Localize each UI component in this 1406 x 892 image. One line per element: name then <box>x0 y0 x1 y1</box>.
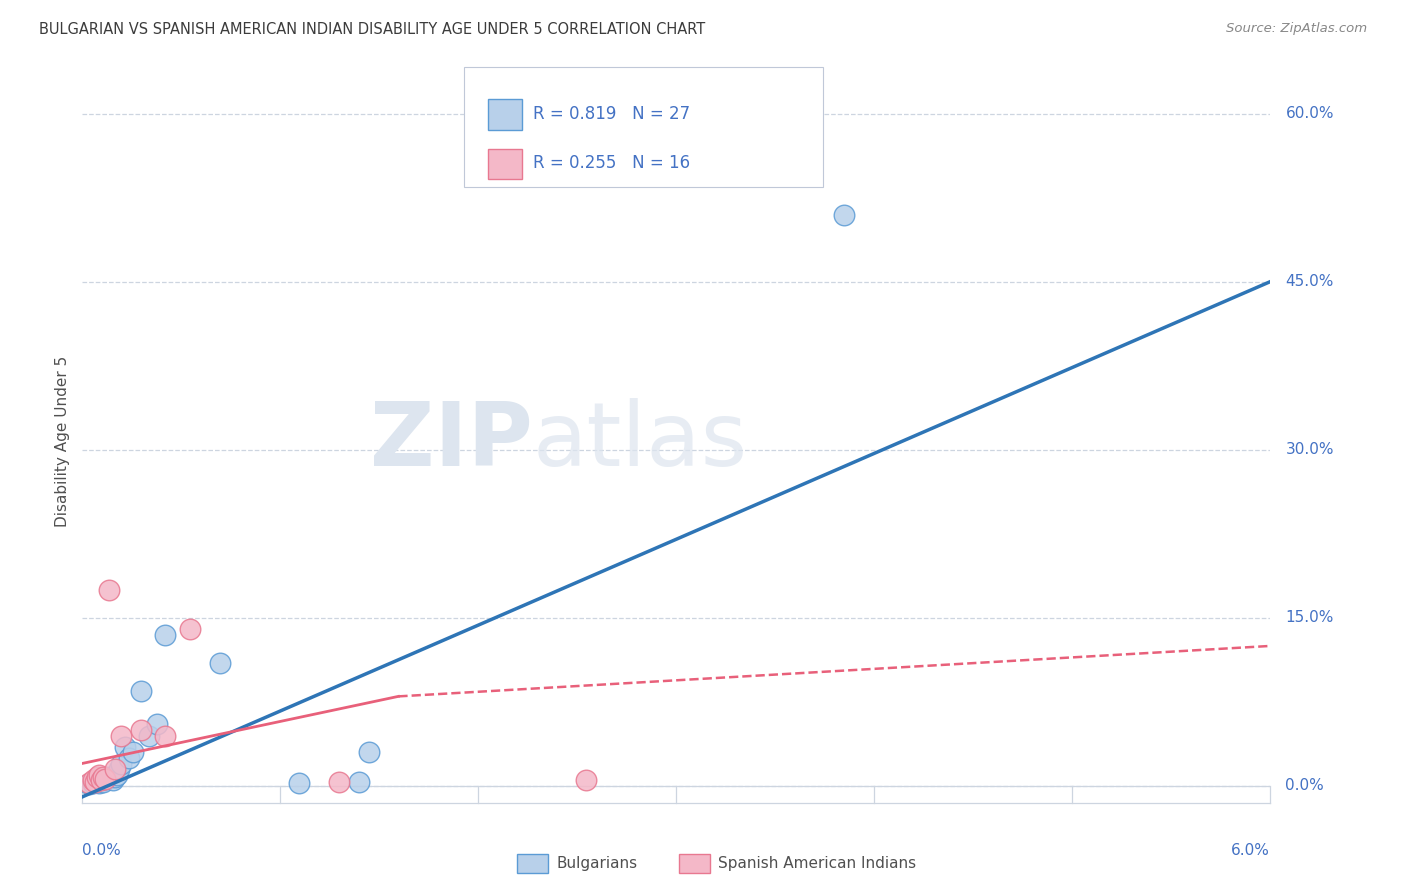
Text: 30.0%: 30.0% <box>1285 442 1334 458</box>
Point <box>89 775 111 789</box>
Point <box>91 774 114 789</box>
Text: Bulgarians: Bulgarians <box>557 856 638 871</box>
Point <box>79 777 101 791</box>
Text: 60.0%: 60.0% <box>1285 106 1334 121</box>
Point <box>82 773 104 788</box>
Point <box>179 622 201 636</box>
Point <box>209 656 232 670</box>
Text: 0.0%: 0.0% <box>82 843 121 857</box>
Text: R = 0.819   N = 27: R = 0.819 N = 27 <box>533 104 690 123</box>
Point <box>82 775 104 789</box>
Text: BULGARIAN VS SPANISH AMERICAN INDIAN DISABILITY AGE UNDER 5 CORRELATION CHART: BULGARIAN VS SPANISH AMERICAN INDIAN DIS… <box>39 22 706 37</box>
Point <box>103 773 125 788</box>
Point <box>832 208 855 222</box>
Point <box>138 729 160 743</box>
Point <box>90 773 112 788</box>
Point <box>153 628 176 642</box>
Point <box>153 729 176 743</box>
Point <box>129 683 152 698</box>
Text: R = 0.255   N = 16: R = 0.255 N = 16 <box>533 153 690 172</box>
Point <box>86 770 108 784</box>
Point <box>328 774 350 789</box>
Point <box>89 768 111 782</box>
Point <box>118 751 141 765</box>
Point <box>96 770 118 784</box>
Point <box>347 774 370 789</box>
Point <box>94 772 117 787</box>
Point <box>86 773 108 788</box>
Point <box>91 770 114 784</box>
Point <box>94 772 117 787</box>
Point <box>288 775 311 789</box>
Point <box>110 756 132 771</box>
Point <box>79 775 101 789</box>
Text: 45.0%: 45.0% <box>1285 275 1334 289</box>
Text: 0.0%: 0.0% <box>1285 779 1324 794</box>
Point <box>114 739 136 754</box>
Point <box>90 773 112 788</box>
Point <box>575 773 598 788</box>
Point <box>98 582 121 597</box>
Point <box>357 745 380 759</box>
Text: 6.0%: 6.0% <box>1230 843 1270 857</box>
Text: atlas: atlas <box>533 398 748 485</box>
Y-axis label: Disability Age Under 5: Disability Age Under 5 <box>55 356 70 527</box>
Point <box>105 768 128 782</box>
Point <box>108 762 131 776</box>
Point <box>84 774 107 789</box>
Point <box>84 774 107 789</box>
Point <box>146 717 169 731</box>
Point <box>104 762 127 776</box>
Point <box>98 771 121 785</box>
Text: Source: ZipAtlas.com: Source: ZipAtlas.com <box>1226 22 1367 36</box>
Text: ZIP: ZIP <box>370 398 533 485</box>
Point <box>122 745 145 759</box>
Point <box>110 729 132 743</box>
Point <box>104 770 127 784</box>
Point <box>129 723 152 737</box>
Text: 15.0%: 15.0% <box>1285 610 1334 625</box>
Text: Spanish American Indians: Spanish American Indians <box>718 856 917 871</box>
